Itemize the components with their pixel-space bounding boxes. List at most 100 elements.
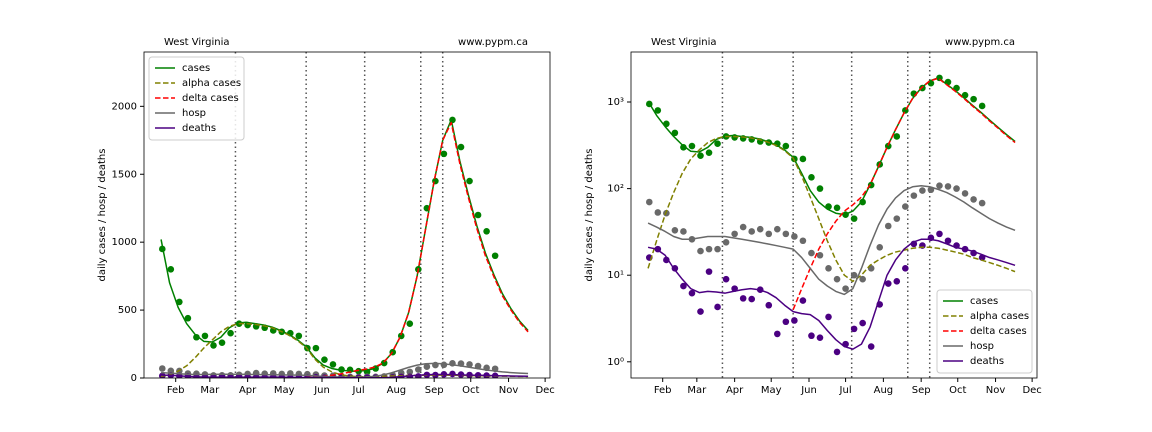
x-tick-label: Apr bbox=[726, 385, 744, 396]
y-tick-label: 0 bbox=[131, 373, 137, 384]
data-point bbox=[201, 332, 209, 340]
data-point bbox=[799, 297, 807, 304]
x-tick-label: Nov bbox=[986, 385, 1006, 396]
x-tick-label: Jul bbox=[352, 385, 365, 396]
data-point bbox=[654, 107, 662, 114]
data-point bbox=[688, 142, 696, 150]
data-point bbox=[884, 280, 892, 287]
data-point bbox=[688, 289, 696, 297]
data-point bbox=[833, 204, 841, 212]
data-point bbox=[825, 313, 832, 321]
data-point bbox=[748, 295, 756, 303]
panel-title: West Virginia bbox=[651, 37, 716, 48]
data-point bbox=[756, 225, 764, 233]
data-point bbox=[680, 228, 687, 235]
data-point bbox=[697, 247, 704, 255]
y-tick-label: 10² bbox=[607, 184, 624, 195]
data-point bbox=[859, 198, 866, 206]
data-point bbox=[705, 268, 713, 275]
data-point bbox=[654, 209, 662, 216]
data-point bbox=[978, 199, 986, 207]
y-axis-label: daily cases / hosp / deaths bbox=[97, 149, 108, 282]
y-tick-label: 10⁰ bbox=[607, 357, 624, 368]
data-point bbox=[876, 243, 884, 251]
x-tick-label: Dec bbox=[1022, 385, 1041, 396]
x-tick-label: Mar bbox=[687, 385, 707, 396]
data-point bbox=[816, 334, 824, 341]
data-point bbox=[466, 177, 473, 185]
data-point bbox=[406, 320, 414, 327]
x-tick-label: Nov bbox=[499, 385, 519, 396]
data-point bbox=[978, 102, 986, 110]
series-line bbox=[647, 184, 1016, 296]
axes-frame bbox=[630, 51, 1038, 379]
data-point bbox=[697, 308, 704, 315]
data-point bbox=[415, 373, 422, 378]
data-point bbox=[893, 278, 901, 285]
axes-frame bbox=[143, 51, 551, 379]
legend-box bbox=[148, 56, 245, 141]
data-point bbox=[415, 366, 422, 373]
panel: West Virginia www.pypm.ca daily cases / ho… bbox=[97, 37, 555, 396]
data-point bbox=[808, 174, 815, 181]
x-tick-label: Sep bbox=[912, 385, 931, 396]
data-point bbox=[167, 266, 175, 273]
data-point bbox=[816, 251, 824, 259]
data-point bbox=[808, 332, 815, 340]
data-point bbox=[782, 318, 790, 326]
data-point bbox=[406, 368, 414, 376]
data-point bbox=[961, 190, 969, 197]
legend-label: alpha cases bbox=[182, 78, 241, 89]
data-point bbox=[329, 361, 337, 368]
data-point bbox=[731, 230, 738, 238]
legend-label: delta cases bbox=[970, 326, 1027, 337]
data-point bbox=[218, 339, 226, 346]
data-point bbox=[295, 332, 303, 340]
data-point bbox=[312, 344, 320, 352]
data-point bbox=[483, 228, 490, 235]
data-point bbox=[859, 275, 866, 283]
series-line bbox=[647, 135, 1016, 283]
data-point bbox=[697, 152, 704, 159]
legend-box bbox=[936, 289, 1033, 374]
data-point bbox=[816, 185, 824, 192]
data-point bbox=[491, 252, 499, 260]
data-point bbox=[774, 330, 781, 338]
data-point bbox=[782, 142, 790, 150]
legend: cases alpha cases delta cases hosp deaths bbox=[148, 56, 245, 141]
data-point bbox=[739, 223, 747, 231]
data-point bbox=[970, 196, 977, 203]
x-tick-label: May bbox=[274, 385, 295, 396]
data-point bbox=[380, 359, 388, 367]
plot-area bbox=[158, 52, 529, 378]
data-point bbox=[671, 227, 679, 234]
data-point bbox=[193, 333, 200, 341]
y-tick-label: 1500 bbox=[112, 169, 137, 180]
legend-label: hosp bbox=[970, 341, 994, 352]
panel-note: www.pypm.ca bbox=[945, 37, 1015, 48]
data-point bbox=[833, 275, 841, 283]
legend-label: delta cases bbox=[182, 93, 239, 104]
data-point bbox=[902, 203, 909, 210]
data-point bbox=[944, 237, 952, 245]
y-tick-label: 10³ bbox=[607, 97, 624, 108]
x-tick-label: Aug bbox=[874, 385, 894, 396]
data-point bbox=[850, 271, 858, 279]
data-point bbox=[833, 348, 841, 356]
legend: cases alpha cases delta cases hosp deaths bbox=[936, 289, 1033, 374]
data-point bbox=[227, 329, 234, 337]
data-point bbox=[440, 150, 448, 158]
data-point bbox=[859, 319, 866, 327]
legend-label: alpha cases bbox=[970, 311, 1029, 322]
data-point bbox=[765, 230, 773, 238]
data-point bbox=[936, 230, 943, 238]
x-tick-label: Jun bbox=[800, 385, 817, 396]
x-tick-label: Aug bbox=[387, 385, 407, 396]
x-tick-label: Feb bbox=[167, 385, 185, 396]
panel-title: West Virginia bbox=[164, 37, 229, 48]
series-line bbox=[647, 238, 1016, 350]
data-point bbox=[970, 95, 977, 103]
x-tick-label: Jul bbox=[839, 385, 852, 396]
data-point bbox=[825, 265, 832, 272]
